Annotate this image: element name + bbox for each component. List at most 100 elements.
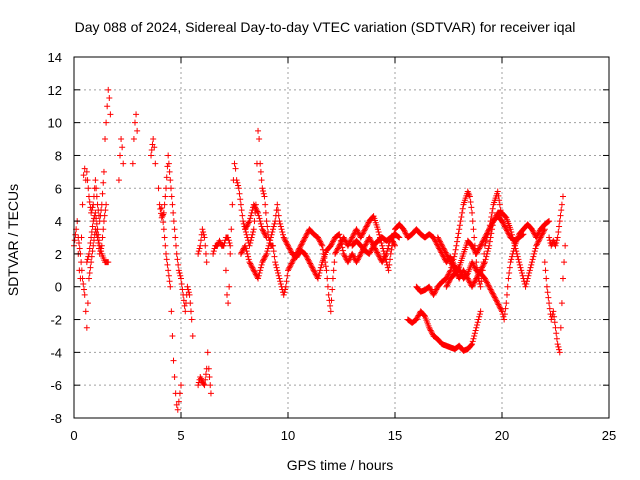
data-point bbox=[494, 300, 501, 307]
data-point bbox=[95, 231, 102, 238]
data-point bbox=[451, 250, 458, 257]
data-point bbox=[533, 242, 540, 249]
data-point bbox=[247, 212, 254, 219]
data-point bbox=[328, 297, 335, 304]
data-point bbox=[269, 229, 276, 236]
data-point bbox=[224, 291, 231, 298]
data-point bbox=[375, 252, 382, 259]
data-point bbox=[516, 261, 523, 268]
data-point bbox=[503, 291, 510, 298]
data-point bbox=[257, 160, 264, 167]
data-point bbox=[505, 275, 512, 282]
data-point bbox=[241, 244, 248, 251]
data-point bbox=[249, 264, 256, 271]
data-point bbox=[359, 231, 366, 238]
data-point bbox=[495, 192, 502, 199]
data-point bbox=[555, 343, 562, 350]
data-point bbox=[174, 406, 181, 413]
data-point bbox=[279, 229, 286, 236]
data-point bbox=[325, 291, 332, 298]
data-point bbox=[346, 256, 353, 263]
data-point bbox=[469, 283, 476, 290]
data-point bbox=[93, 220, 100, 227]
data-point bbox=[473, 275, 480, 282]
y-tick-label: -6 bbox=[50, 378, 62, 393]
data-point bbox=[498, 306, 505, 313]
data-point bbox=[367, 237, 374, 244]
data-point bbox=[236, 190, 243, 197]
data-point bbox=[299, 239, 306, 246]
data-point bbox=[555, 229, 562, 236]
series-tr-17b bbox=[443, 213, 527, 290]
data-point bbox=[170, 209, 177, 216]
data-point bbox=[100, 168, 107, 175]
data-point bbox=[559, 275, 566, 282]
data-point bbox=[329, 286, 336, 293]
data-point bbox=[454, 238, 461, 245]
data-point bbox=[471, 234, 478, 241]
data-point bbox=[272, 259, 279, 266]
data-point bbox=[369, 245, 376, 252]
data-point bbox=[242, 226, 249, 233]
data-point bbox=[71, 237, 78, 244]
data-point bbox=[489, 205, 496, 212]
data-point bbox=[363, 239, 370, 246]
data-point bbox=[101, 212, 108, 219]
data-point bbox=[231, 160, 238, 167]
data-point bbox=[99, 234, 106, 241]
data-point bbox=[245, 219, 252, 226]
data-point bbox=[506, 231, 513, 238]
data-point bbox=[438, 241, 445, 248]
data-point bbox=[385, 267, 392, 274]
data-point bbox=[456, 226, 463, 233]
data-point bbox=[446, 257, 453, 264]
data-point bbox=[86, 198, 93, 205]
data-point bbox=[80, 172, 87, 179]
data-point bbox=[246, 259, 253, 266]
data-point bbox=[491, 294, 498, 301]
data-point bbox=[228, 226, 235, 233]
data-point bbox=[471, 279, 478, 286]
data-point bbox=[164, 261, 171, 268]
data-point bbox=[159, 212, 166, 219]
data-point bbox=[360, 229, 367, 236]
data-point bbox=[502, 305, 509, 312]
data-point bbox=[536, 237, 543, 244]
data-point bbox=[518, 232, 525, 239]
data-point bbox=[92, 177, 99, 184]
data-point bbox=[247, 215, 254, 222]
data-point bbox=[316, 237, 323, 244]
data-point bbox=[477, 267, 484, 274]
data-point bbox=[263, 250, 270, 257]
data-point bbox=[270, 248, 277, 255]
data-point bbox=[237, 250, 244, 257]
data-point bbox=[363, 223, 370, 230]
data-point bbox=[96, 242, 103, 249]
data-point bbox=[466, 278, 473, 285]
data-point bbox=[75, 239, 82, 246]
data-point bbox=[104, 103, 111, 110]
data-point bbox=[165, 267, 172, 274]
data-point bbox=[501, 222, 508, 229]
data-point bbox=[474, 274, 481, 281]
data-point bbox=[429, 330, 436, 337]
data-point bbox=[507, 259, 514, 266]
data-point bbox=[131, 119, 138, 126]
data-point bbox=[487, 223, 494, 230]
data-point bbox=[379, 259, 386, 266]
data-point bbox=[551, 313, 558, 320]
data-point bbox=[282, 238, 289, 245]
data-point bbox=[250, 201, 257, 208]
data-point bbox=[454, 234, 461, 241]
data-point bbox=[357, 252, 364, 259]
data-point bbox=[257, 218, 264, 225]
data-point bbox=[471, 278, 478, 285]
data-point bbox=[355, 255, 362, 262]
data-point bbox=[100, 179, 107, 186]
data-point bbox=[162, 242, 169, 249]
data-point bbox=[455, 230, 462, 237]
data-point bbox=[545, 294, 552, 301]
data-point bbox=[400, 226, 407, 233]
data-point bbox=[268, 231, 275, 238]
data-point bbox=[186, 291, 193, 298]
